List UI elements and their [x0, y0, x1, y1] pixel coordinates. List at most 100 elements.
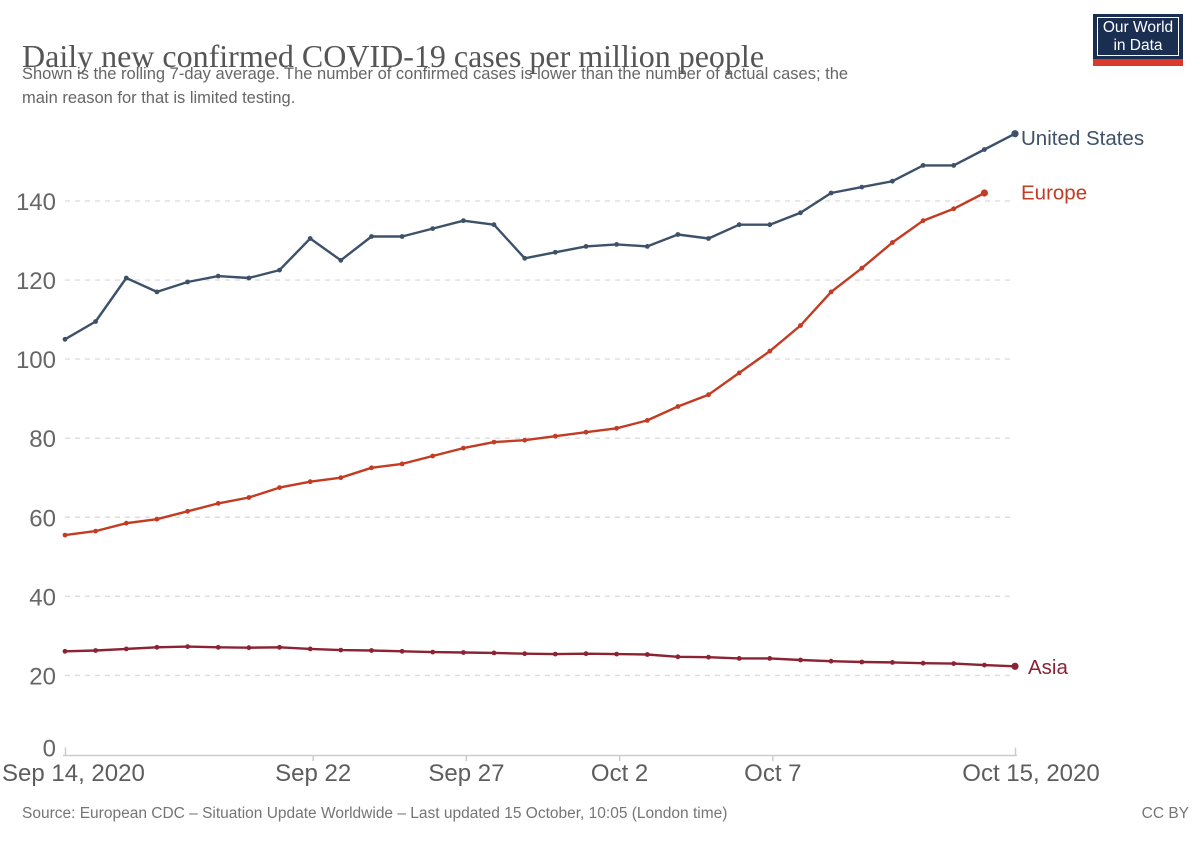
data-point-united-states[interactable]	[338, 257, 344, 263]
data-point-united-states[interactable]	[522, 255, 528, 261]
data-point-asia[interactable]	[399, 648, 405, 654]
data-point-united-states[interactable]	[399, 234, 405, 239]
data-point-united-states[interactable]	[1011, 130, 1019, 138]
data-point-europe[interactable]	[277, 485, 282, 490]
data-point-europe[interactable]	[920, 218, 926, 224]
data-point-asia[interactable]	[1011, 662, 1019, 670]
data-point-europe[interactable]	[706, 392, 711, 398]
data-point-united-states[interactable]	[859, 184, 865, 190]
data-point-europe[interactable]	[980, 189, 989, 197]
data-point-united-states[interactable]	[675, 232, 681, 237]
data-point-europe[interactable]	[307, 479, 313, 485]
license-cc-by-link[interactable]: CC BY	[1141, 805, 1189, 822]
data-point-europe[interactable]	[430, 453, 436, 459]
data-point-united-states[interactable]	[828, 190, 834, 196]
data-point-asia[interactable]	[859, 659, 865, 665]
data-point-asia[interactable]	[828, 658, 834, 664]
data-point-asia[interactable]	[307, 646, 313, 652]
data-point-europe[interactable]	[767, 348, 773, 354]
data-point-asia[interactable]	[185, 644, 191, 649]
data-point-united-states[interactable]	[614, 242, 619, 247]
data-point-asia[interactable]	[583, 651, 589, 657]
data-point-europe[interactable]	[798, 323, 803, 328]
data-point-europe[interactable]	[614, 425, 619, 431]
data-point-united-states[interactable]	[644, 244, 650, 249]
data-point-europe[interactable]	[369, 465, 374, 471]
data-point-asia[interactable]	[246, 645, 252, 651]
data-point-europe[interactable]	[522, 437, 528, 443]
y-tick-label-80: 80	[29, 426, 56, 453]
data-point-united-states[interactable]	[461, 218, 466, 224]
data-point-asia[interactable]	[430, 649, 436, 655]
data-point-united-states[interactable]	[307, 236, 313, 241]
data-point-united-states[interactable]	[982, 147, 987, 152]
data-point-asia[interactable]	[338, 647, 344, 653]
data-point-united-states[interactable]	[62, 336, 68, 342]
data-point-europe[interactable]	[675, 404, 681, 409]
data-point-asia[interactable]	[798, 657, 803, 663]
data-point-united-states[interactable]	[951, 163, 957, 168]
data-point-europe[interactable]	[491, 439, 497, 445]
data-point-europe[interactable]	[185, 508, 191, 514]
data-point-europe[interactable]	[951, 206, 957, 212]
data-point-asia[interactable]	[491, 650, 497, 656]
data-point-europe[interactable]	[399, 461, 405, 467]
data-point-united-states[interactable]	[246, 275, 252, 281]
data-point-europe[interactable]	[123, 520, 129, 526]
data-point-united-states[interactable]	[369, 234, 374, 239]
data-point-asia[interactable]	[706, 654, 711, 660]
data-point-europe[interactable]	[154, 516, 160, 522]
data-point-united-states[interactable]	[185, 279, 191, 285]
data-point-asia[interactable]	[614, 651, 619, 657]
data-point-united-states[interactable]	[93, 319, 98, 324]
data-point-united-states[interactable]	[552, 249, 558, 255]
data-point-united-states[interactable]	[767, 222, 773, 228]
data-point-europe[interactable]	[736, 370, 742, 376]
data-point-asia[interactable]	[767, 656, 773, 661]
data-point-asia[interactable]	[62, 648, 68, 654]
data-point-asia[interactable]	[277, 644, 282, 650]
data-point-asia[interactable]	[951, 661, 957, 666]
data-point-united-states[interactable]	[583, 244, 589, 249]
data-point-asia[interactable]	[890, 660, 895, 665]
data-point-asia[interactable]	[123, 646, 129, 652]
data-point-united-states[interactable]	[920, 163, 926, 168]
data-point-united-states[interactable]	[430, 226, 436, 232]
data-point-europe[interactable]	[644, 418, 650, 423]
data-point-asia[interactable]	[369, 648, 374, 653]
data-point-asia[interactable]	[675, 654, 681, 660]
data-point-united-states[interactable]	[890, 178, 895, 184]
data-point-asia[interactable]	[552, 651, 558, 657]
data-point-united-states[interactable]	[736, 222, 742, 228]
data-point-europe[interactable]	[246, 495, 252, 500]
data-point-europe[interactable]	[93, 528, 98, 534]
data-point-asia[interactable]	[522, 651, 528, 657]
data-point-united-states[interactable]	[706, 236, 711, 241]
data-point-europe[interactable]	[215, 501, 221, 506]
data-point-asia[interactable]	[461, 650, 466, 655]
data-point-europe[interactable]	[338, 475, 344, 481]
data-point-asia[interactable]	[644, 652, 650, 657]
data-point-europe[interactable]	[461, 445, 466, 451]
data-point-asia[interactable]	[215, 644, 221, 650]
data-point-asia[interactable]	[982, 662, 987, 668]
data-point-asia[interactable]	[154, 644, 160, 650]
data-point-europe[interactable]	[583, 429, 589, 435]
data-point-united-states[interactable]	[154, 289, 160, 295]
data-point-united-states[interactable]	[123, 275, 129, 281]
data-point-united-states[interactable]	[491, 222, 497, 228]
data-point-europe[interactable]	[62, 532, 68, 538]
data-point-united-states[interactable]	[277, 267, 282, 273]
data-point-united-states[interactable]	[798, 210, 803, 216]
data-point-asia[interactable]	[920, 660, 926, 666]
data-point-asia[interactable]	[736, 656, 742, 661]
data-point-europe[interactable]	[828, 289, 834, 295]
data-point-united-states[interactable]	[215, 273, 221, 279]
data-point-europe[interactable]	[859, 265, 865, 271]
owid-logo[interactable]: Our World in Data	[1093, 14, 1183, 66]
data-point-asia[interactable]	[93, 648, 98, 653]
data-point-europe[interactable]	[552, 433, 558, 439]
series-line-united-states	[63, 132, 1017, 341]
data-point-europe[interactable]	[890, 240, 895, 245]
